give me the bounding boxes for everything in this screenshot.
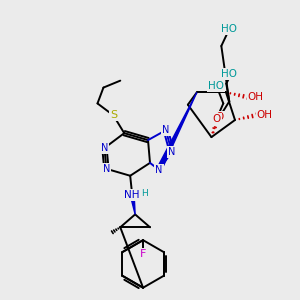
Text: O: O bbox=[215, 112, 224, 122]
Polygon shape bbox=[157, 92, 197, 171]
Text: OH: OH bbox=[248, 92, 264, 102]
Text: NH: NH bbox=[124, 190, 140, 200]
Text: N: N bbox=[162, 125, 169, 135]
Text: O: O bbox=[212, 114, 220, 124]
Polygon shape bbox=[130, 194, 135, 214]
Text: F: F bbox=[140, 249, 146, 259]
Text: HO: HO bbox=[221, 69, 237, 79]
Text: OH: OH bbox=[257, 110, 273, 120]
Text: HO: HO bbox=[221, 24, 237, 34]
Text: N: N bbox=[101, 143, 108, 153]
Text: H: H bbox=[141, 189, 148, 198]
Text: N: N bbox=[103, 164, 110, 174]
Text: S: S bbox=[110, 110, 117, 120]
Text: N: N bbox=[168, 147, 176, 157]
Text: HO: HO bbox=[208, 81, 224, 91]
Text: N: N bbox=[155, 165, 163, 175]
